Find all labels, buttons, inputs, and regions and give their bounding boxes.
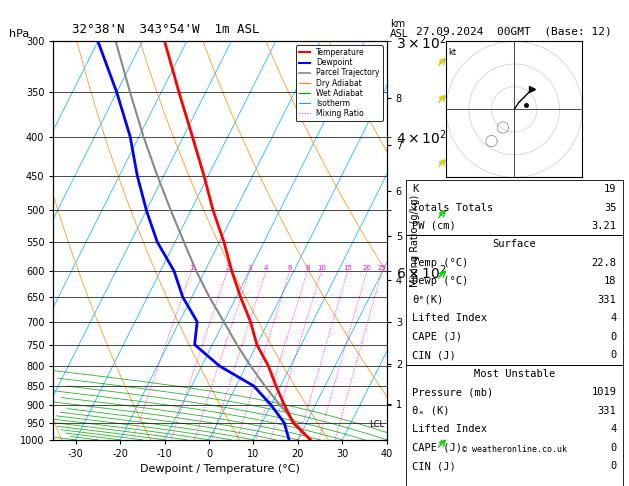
Text: Lifted Index: Lifted Index	[412, 313, 487, 323]
Text: 4: 4	[610, 313, 616, 323]
Text: Mixing Ratio (g/kg): Mixing Ratio (g/kg)	[410, 194, 420, 287]
Text: 3: 3	[247, 265, 252, 271]
Text: 4: 4	[610, 424, 616, 434]
Text: 19: 19	[604, 184, 616, 194]
Legend: Temperature, Dewpoint, Parcel Trajectory, Dry Adiabat, Wet Adiabat, Isotherm, Mi: Temperature, Dewpoint, Parcel Trajectory…	[296, 45, 383, 121]
Text: 1019: 1019	[591, 387, 616, 397]
Text: 35: 35	[604, 203, 616, 212]
Text: PW (cm): PW (cm)	[412, 221, 456, 231]
Text: CIN (J): CIN (J)	[412, 350, 456, 360]
Text: 1: 1	[189, 265, 194, 271]
Text: 6: 6	[287, 265, 292, 271]
Text: θₑ (K): θₑ (K)	[412, 406, 450, 416]
Text: Surface: Surface	[493, 240, 536, 249]
Text: 0: 0	[610, 443, 616, 452]
Text: 22.8: 22.8	[591, 258, 616, 268]
Text: 32°38'N  343°54'W  1m ASL: 32°38'N 343°54'W 1m ASL	[72, 23, 260, 36]
Text: LCL: LCL	[369, 420, 384, 429]
Text: 4: 4	[264, 265, 268, 271]
Text: © weatheronline.co.uk: © weatheronline.co.uk	[462, 445, 567, 454]
Text: θᵉ(K): θᵉ(K)	[412, 295, 443, 305]
Text: Temp (°C): Temp (°C)	[412, 258, 468, 268]
Text: 25: 25	[378, 265, 387, 271]
Text: CIN (J): CIN (J)	[412, 461, 456, 471]
Text: CAPE (J): CAPE (J)	[412, 443, 462, 452]
Text: 3.21: 3.21	[591, 221, 616, 231]
Text: Pressure (mb): Pressure (mb)	[412, 387, 493, 397]
Text: 18: 18	[604, 277, 616, 286]
Text: hPa: hPa	[9, 29, 30, 39]
Text: K: K	[412, 184, 418, 194]
Text: CAPE (J): CAPE (J)	[412, 332, 462, 342]
Text: 0: 0	[610, 332, 616, 342]
Text: Dewp (°C): Dewp (°C)	[412, 277, 468, 286]
Text: 27.09.2024  00GMT  (Base: 12): 27.09.2024 00GMT (Base: 12)	[416, 26, 612, 36]
Text: 331: 331	[598, 295, 616, 305]
Text: Most Unstable: Most Unstable	[474, 369, 555, 379]
Text: 8: 8	[305, 265, 310, 271]
Text: 0: 0	[610, 461, 616, 471]
Text: 2: 2	[225, 265, 230, 271]
Text: 0: 0	[610, 350, 616, 360]
Text: 10: 10	[317, 265, 326, 271]
X-axis label: Dewpoint / Temperature (°C): Dewpoint / Temperature (°C)	[140, 465, 300, 474]
Text: Lifted Index: Lifted Index	[412, 424, 487, 434]
Text: km
ASL: km ASL	[390, 19, 408, 39]
Text: kt: kt	[448, 48, 457, 57]
Text: 15: 15	[343, 265, 352, 271]
Text: 20: 20	[362, 265, 372, 271]
Text: 331: 331	[598, 406, 616, 416]
Text: Totals Totals: Totals Totals	[412, 203, 493, 212]
